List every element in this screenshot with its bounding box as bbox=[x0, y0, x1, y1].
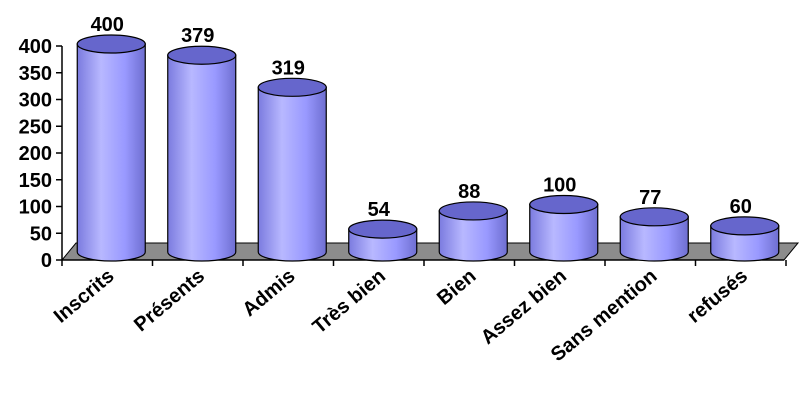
y-tick-label: 300 bbox=[19, 90, 52, 112]
data-label: 60 bbox=[730, 196, 752, 218]
bar-6 bbox=[619, 207, 689, 262]
bar-5 bbox=[529, 194, 599, 262]
data-label: 54 bbox=[368, 199, 391, 221]
bar-body bbox=[710, 225, 780, 262]
bar-body bbox=[438, 210, 508, 262]
bar-body bbox=[257, 86, 327, 262]
y-tick-label: 250 bbox=[19, 116, 52, 138]
bar-top bbox=[76, 34, 146, 54]
data-label: 379 bbox=[181, 25, 214, 47]
bar-top bbox=[348, 219, 418, 239]
y-tick-label: 100 bbox=[19, 197, 52, 219]
bar-top bbox=[167, 45, 237, 65]
x-axis-ticks bbox=[61, 260, 787, 266]
y-tick-label: 50 bbox=[30, 223, 52, 245]
bar-top bbox=[529, 194, 599, 215]
bar-7 bbox=[710, 216, 780, 262]
y-tick-label: 350 bbox=[19, 63, 52, 85]
category-label: Inscrits bbox=[50, 265, 119, 328]
y-tick-label: 200 bbox=[19, 143, 52, 165]
bar-body bbox=[529, 203, 599, 262]
bar-4 bbox=[438, 201, 508, 262]
bar-top bbox=[710, 216, 780, 236]
category-label: Assez bien bbox=[477, 265, 571, 349]
category-label: Présents bbox=[130, 265, 209, 336]
bar-top bbox=[438, 201, 508, 221]
y-tick-label: 150 bbox=[19, 170, 52, 192]
data-label: 319 bbox=[272, 57, 305, 79]
bar-body bbox=[167, 54, 237, 262]
bar-top bbox=[257, 77, 327, 97]
data-label: 88 bbox=[458, 181, 480, 203]
bar-body bbox=[619, 216, 689, 262]
y-tick-label: 400 bbox=[19, 36, 52, 58]
bar-top bbox=[619, 207, 689, 227]
bar-0 bbox=[76, 34, 146, 262]
y-axis-ticks: 0 50 100 150 200 250 300 350 400 bbox=[19, 36, 62, 272]
data-label: 77 bbox=[639, 187, 661, 209]
data-label: 100 bbox=[543, 175, 576, 197]
category-label: Admis bbox=[238, 265, 299, 321]
bar-1 bbox=[167, 45, 237, 262]
bars-group bbox=[76, 34, 780, 262]
y-tick-label: 0 bbox=[41, 250, 52, 272]
category-label: refusés bbox=[683, 265, 752, 328]
bar-body bbox=[76, 43, 146, 262]
data-labels-group: 400 379 319 54 88 100 77 60 bbox=[91, 14, 752, 221]
category-label: Très bien bbox=[309, 265, 390, 338]
bar-2 bbox=[257, 77, 327, 262]
data-label: 400 bbox=[91, 14, 124, 36]
category-label: Bien bbox=[433, 265, 480, 310]
category-labels-group: Inscrits Présents Admis Très bien BienAssez … bbox=[50, 265, 752, 366]
bar-3 bbox=[348, 219, 418, 262]
